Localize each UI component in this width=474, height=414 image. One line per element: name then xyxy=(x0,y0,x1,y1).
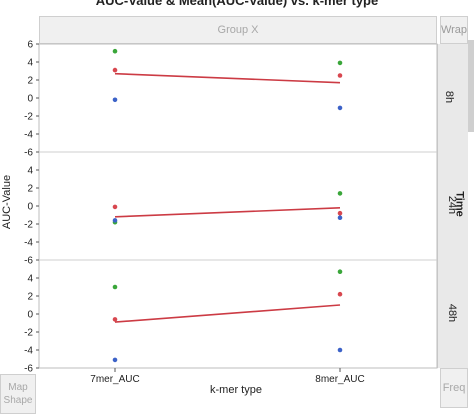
y-tick-label: 0 xyxy=(27,94,33,105)
data-point-green xyxy=(337,60,343,66)
data-point-green xyxy=(112,284,118,290)
data-point-blue xyxy=(112,97,118,103)
data-point-green xyxy=(337,269,343,275)
y-tick-label: -2 xyxy=(24,220,33,231)
x-tick-label: 7mer_AUC xyxy=(90,374,139,385)
data-point-green xyxy=(112,48,118,54)
y-tick-label: 2 xyxy=(27,292,33,303)
data-point-red xyxy=(112,317,118,322)
x-tick-label: 8mer_AUC xyxy=(315,374,364,385)
y-tick-label: -4 xyxy=(24,130,33,141)
data-point-red xyxy=(337,210,343,216)
plot-frame xyxy=(38,43,438,369)
mean-line xyxy=(114,207,341,218)
data-point-blue xyxy=(112,218,118,223)
chart-panels xyxy=(39,48,437,363)
panel-label-48h: 48h xyxy=(446,303,459,323)
data-point-blue xyxy=(337,105,343,111)
y-axis: 6 4 2 0 -2 -4 -6 4 2 0 -2 -4 -6 4 2 0 -2 -4 -6 xyxy=(24,40,438,375)
y-tick-label: 4 xyxy=(27,58,33,69)
y-tick-label: 0 xyxy=(27,310,33,321)
y-tick-label: 4 xyxy=(27,274,33,285)
y-tick-label: -2 xyxy=(24,112,33,123)
x-axis: 7mer_AUC 8mer_AUC xyxy=(90,368,365,385)
y-tick-label: -4 xyxy=(24,238,33,249)
x-axis-title: k-mer type xyxy=(210,384,262,396)
scrollbar[interactable] xyxy=(468,40,474,132)
data-point-red xyxy=(112,204,118,210)
y-tick-label: 4 xyxy=(27,166,33,177)
y-tick-label: 2 xyxy=(27,184,33,195)
map-shape-drop-zone[interactable]: Map Shape xyxy=(0,374,36,414)
mean-line xyxy=(114,72,341,84)
y-tick-label: -6 xyxy=(24,364,33,375)
data-point-blue xyxy=(112,357,118,363)
y-tick-label: 6 xyxy=(27,40,33,51)
y-axis-title: AUC-Value xyxy=(1,174,14,230)
wrap-drop-zone[interactable]: Wrap xyxy=(440,16,468,44)
data-point-red xyxy=(337,291,343,297)
data-point-green xyxy=(337,191,343,196)
panel-label-8h: 8h xyxy=(443,90,456,104)
y-tick-label: 0 xyxy=(27,202,33,213)
chart-title: AUC-Value & Mean(AUC-Value) vs. k-mer ty… xyxy=(95,0,379,8)
mean-line xyxy=(114,304,341,323)
data-point-blue xyxy=(337,347,343,353)
data-point-blue xyxy=(337,215,343,220)
y-tick-label: -4 xyxy=(24,346,33,357)
data-point-red xyxy=(112,67,118,73)
data-point-red xyxy=(337,73,343,78)
group-y-title: Time xyxy=(453,191,466,217)
y-tick-label: -6 xyxy=(24,148,33,159)
freq-drop-zone[interactable]: Freq xyxy=(440,368,468,408)
y-tick-label: -2 xyxy=(24,328,33,339)
y-tick-label: 2 xyxy=(27,76,33,87)
y-tick-label: -6 xyxy=(24,256,33,267)
